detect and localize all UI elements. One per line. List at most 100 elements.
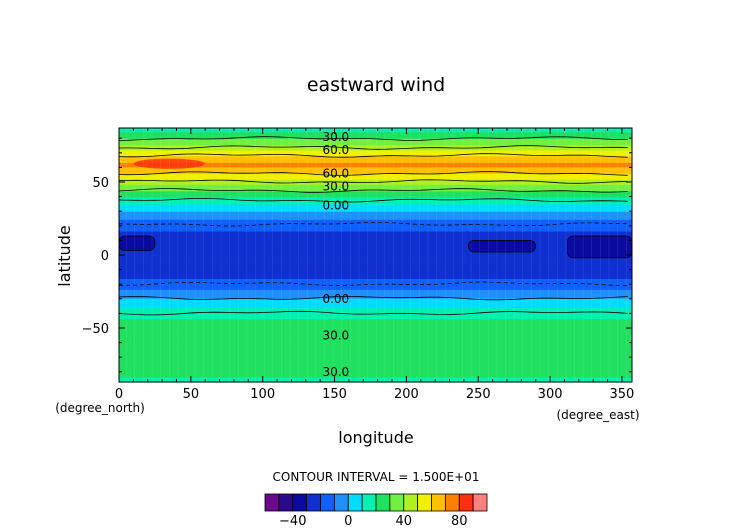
contour-band — [119, 216, 632, 218]
contour-band — [119, 246, 632, 248]
contour-band — [119, 344, 632, 346]
contour-band — [119, 304, 632, 306]
contour-band — [119, 337, 632, 339]
contour-band — [119, 320, 632, 323]
x-tick-label: 250 — [466, 387, 491, 402]
contour-band — [119, 319, 632, 322]
contour-band — [119, 294, 632, 296]
contour-band — [119, 282, 632, 285]
contour-band — [119, 225, 632, 227]
contour-band — [119, 270, 632, 272]
contour-band — [119, 365, 632, 367]
contour-band — [119, 334, 632, 336]
x-tick-label: 50 — [183, 387, 200, 402]
colorbar-swatch — [417, 493, 432, 512]
contour-band — [119, 307, 632, 309]
x-tick-label: 150 — [322, 387, 347, 402]
contour-band — [119, 179, 632, 182]
contour-line — [118, 136, 628, 141]
contour-band — [119, 130, 632, 132]
contour-band — [119, 236, 632, 238]
colorbar-swatch — [431, 493, 446, 512]
contour-band — [119, 241, 632, 244]
contour-band — [119, 152, 632, 155]
contour-band — [119, 153, 632, 155]
contour-band — [119, 322, 632, 325]
contour-band — [119, 329, 632, 331]
contour-band — [119, 255, 632, 257]
contour-band — [119, 341, 632, 343]
contour-band — [119, 154, 632, 156]
contour-label: 0.00 — [322, 292, 349, 306]
contour-band — [119, 289, 632, 291]
contour-band — [119, 326, 632, 328]
contour-band — [119, 301, 632, 304]
contour-band — [119, 256, 632, 258]
contour-band — [119, 303, 632, 306]
contour-band — [119, 203, 632, 205]
contour-band — [119, 230, 632, 233]
contour-band — [119, 187, 632, 190]
contour-band — [119, 260, 632, 263]
contour-band — [119, 238, 632, 241]
contour-band — [119, 253, 632, 255]
contour-band — [119, 349, 632, 351]
contour-band — [119, 166, 632, 169]
contour-band — [119, 219, 632, 222]
contour-band — [119, 327, 632, 330]
contour-band — [119, 341, 632, 344]
contour-band — [119, 279, 632, 281]
contour-band — [119, 170, 632, 172]
contour-band — [119, 198, 632, 200]
contour-line — [118, 221, 628, 227]
contour-band — [119, 266, 632, 269]
contour-band — [119, 225, 632, 228]
contour-band — [119, 336, 632, 339]
contour-band — [119, 316, 632, 318]
contour-band — [119, 186, 632, 188]
colorbar-swatch — [306, 493, 321, 512]
y-tick-label: 0 — [101, 249, 109, 264]
contour-band — [119, 369, 632, 371]
contour-label: 0.00 — [322, 198, 349, 212]
contour-band — [119, 248, 632, 250]
contour-band — [119, 344, 632, 347]
contour-band — [119, 259, 632, 261]
contour-band — [119, 359, 632, 361]
contour-band — [119, 212, 632, 214]
contour-band — [119, 309, 632, 311]
contour-band — [119, 190, 632, 193]
contour-band — [119, 343, 632, 345]
contour-band — [119, 214, 632, 217]
contour-band — [119, 268, 632, 271]
contour-band — [119, 162, 632, 164]
contour-band — [119, 273, 632, 276]
contour-band — [119, 284, 632, 286]
contour-band — [119, 291, 632, 293]
contour-band — [119, 245, 632, 247]
contour-band — [119, 287, 632, 289]
contour-band — [119, 168, 632, 171]
contour-band — [119, 280, 632, 282]
easterly-patch — [467, 240, 537, 253]
contour-band — [119, 363, 632, 365]
contour-band — [119, 365, 632, 368]
contour-band — [119, 171, 632, 173]
contour-band — [119, 134, 632, 136]
contour-band — [119, 232, 632, 234]
contour-band — [119, 135, 632, 137]
contour-band — [119, 338, 632, 340]
contour-band — [119, 263, 632, 265]
contour-band — [119, 331, 632, 333]
contour-band — [119, 241, 632, 243]
colorbar-swatch — [333, 493, 349, 512]
contour-band — [119, 311, 632, 313]
contour-band — [119, 136, 632, 138]
contour-band — [119, 214, 632, 216]
contour-band — [119, 215, 632, 217]
contour-band — [119, 357, 632, 360]
contour-band — [119, 362, 632, 364]
contour-band — [119, 222, 632, 225]
contour-band — [119, 346, 632, 349]
contour-band — [119, 262, 632, 264]
